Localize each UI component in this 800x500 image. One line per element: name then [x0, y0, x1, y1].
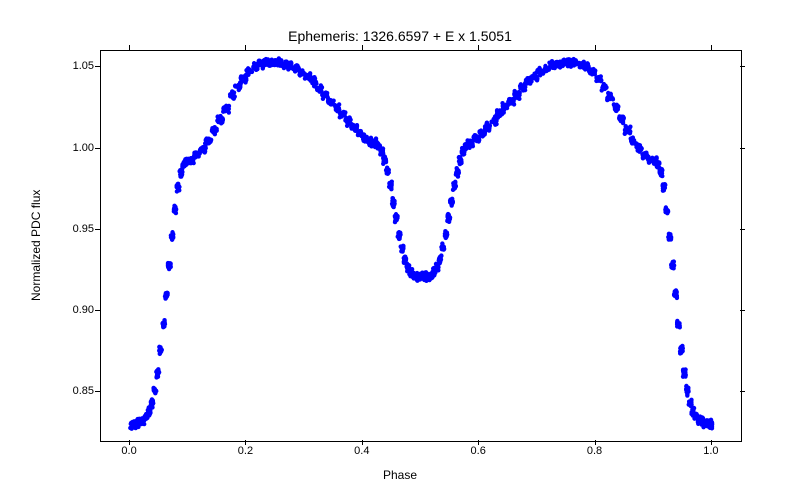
- y-axis-label: Normalized PDC flux: [28, 50, 44, 440]
- x-tick-label: 0.4: [354, 445, 369, 457]
- y-tick-label: 1.00: [73, 142, 94, 154]
- plot-area: [100, 50, 742, 442]
- x-tick-label: 0.0: [121, 445, 136, 457]
- y-tick-label: 0.85: [73, 385, 94, 397]
- data-series: [101, 51, 741, 441]
- chart-title: Ephemeris: 1326.6597 + E x 1.5051: [0, 28, 800, 44]
- y-tick-label: 0.95: [73, 223, 94, 235]
- y-tick-label: 0.90: [73, 304, 94, 316]
- x-axis-label: Phase: [0, 468, 800, 482]
- y-tick-label: 1.05: [73, 60, 94, 72]
- x-tick-label: 1.0: [703, 445, 718, 457]
- light-curve-chart: Ephemeris: 1326.6597 + E x 1.5051 Normal…: [0, 0, 800, 500]
- x-tick-label: 0.6: [471, 445, 486, 457]
- x-tick-label: 0.8: [587, 445, 602, 457]
- x-tick-label: 0.2: [238, 445, 253, 457]
